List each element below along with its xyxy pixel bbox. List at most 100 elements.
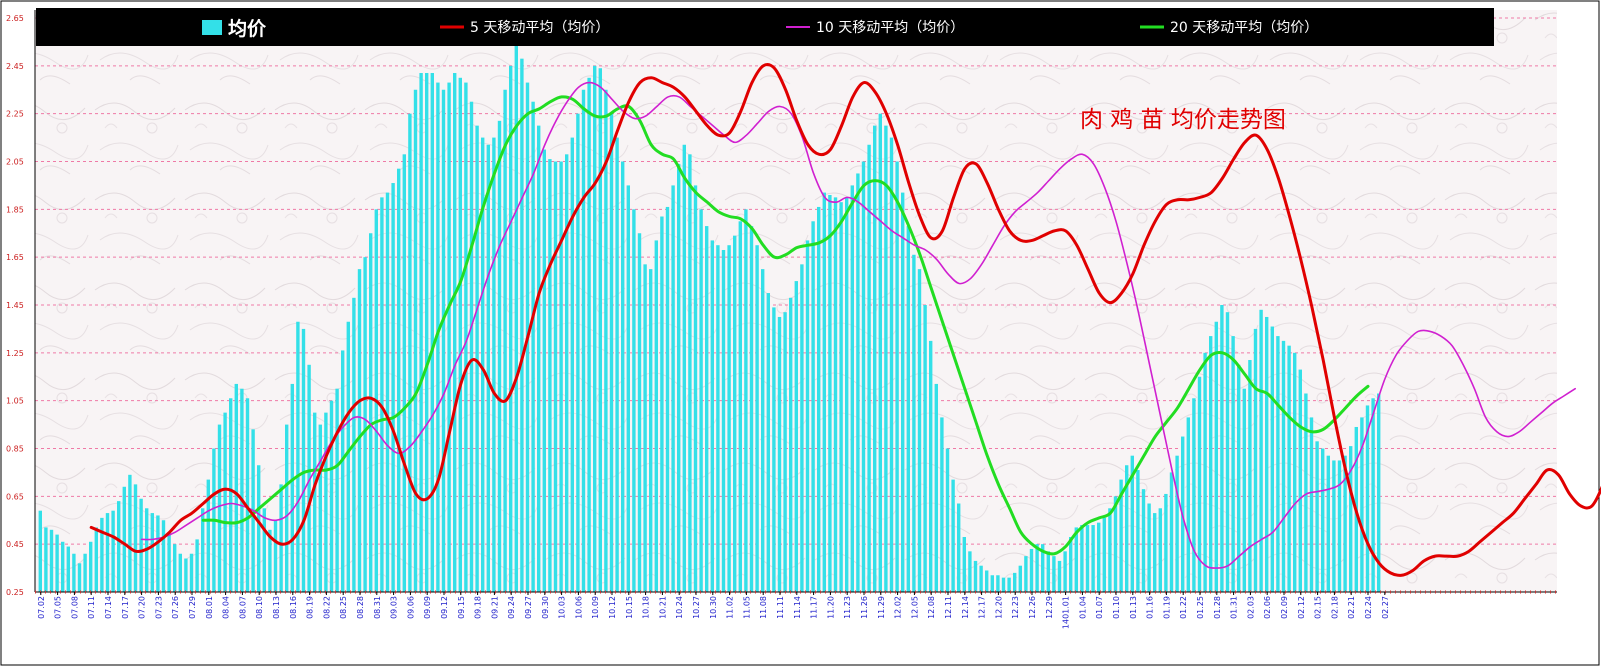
bar — [856, 173, 860, 593]
bar — [626, 185, 630, 592]
bar — [195, 539, 199, 592]
x-tick-label: 08.04 — [222, 596, 231, 619]
x-tick-label: 10.21 — [658, 596, 667, 619]
bar — [940, 417, 944, 592]
x-tick-label: 01.22 — [1179, 596, 1188, 619]
bar — [83, 553, 87, 592]
bar — [385, 192, 390, 592]
bar — [1304, 393, 1308, 592]
x-tick-label: 1401.01 — [1062, 596, 1071, 629]
x-tick-label: 11.23 — [843, 596, 852, 619]
bar — [520, 58, 524, 593]
x-tick-label: 11.11 — [776, 596, 785, 619]
bar — [548, 159, 552, 592]
x-tick-label: 07.20 — [138, 596, 147, 619]
bar — [44, 527, 48, 592]
bar — [234, 383, 238, 592]
bar — [1298, 369, 1302, 592]
bar — [1186, 417, 1190, 592]
bar — [794, 281, 798, 592]
bar — [1287, 345, 1291, 592]
legend-label-ma20: 20 天移动平均（均价） — [1170, 20, 1318, 36]
x-tick-label: 12.17 — [978, 596, 987, 619]
x-tick-label: 09.12 — [440, 596, 449, 619]
bar — [1225, 312, 1230, 592]
bar — [1377, 393, 1381, 592]
bar — [408, 113, 412, 593]
bar — [122, 486, 126, 592]
bar — [929, 340, 933, 592]
bar — [1074, 527, 1078, 592]
x-tick-label: 07.02 — [37, 596, 46, 619]
bar — [839, 202, 843, 593]
x-tick-label: 10.06 — [574, 596, 583, 619]
x-tick-label: 01.07 — [1095, 596, 1104, 619]
x-tick-label: 12.29 — [1045, 596, 1054, 619]
bar — [1063, 551, 1067, 592]
y-tick-label: 1.45 — [6, 301, 24, 310]
bar — [632, 209, 636, 593]
bar — [458, 77, 462, 592]
bar — [1321, 448, 1325, 592]
x-tick-label: 12.08 — [927, 596, 936, 619]
bar — [167, 532, 171, 592]
bar — [240, 388, 244, 592]
x-tick-label: 09.15 — [457, 596, 466, 619]
x-tick-label: 07.29 — [188, 596, 197, 619]
bar — [206, 479, 210, 592]
y-tick-label: 2.25 — [6, 110, 24, 119]
bar — [1035, 544, 1039, 592]
bar — [688, 154, 692, 592]
bar — [867, 144, 871, 592]
bar — [945, 448, 950, 592]
x-tick-label: 12.20 — [994, 596, 1003, 619]
bar — [94, 527, 98, 592]
bar — [178, 553, 182, 592]
x-tick-label: 10.03 — [558, 596, 567, 619]
x-tick-label: 12.05 — [910, 596, 919, 619]
bar — [889, 137, 894, 593]
bar — [301, 328, 306, 592]
y-tick-label: 0.45 — [6, 540, 24, 549]
x-tick-label: 10.30 — [709, 596, 718, 619]
bar — [1259, 309, 1263, 592]
bar — [380, 197, 384, 592]
x-tick-label: 09.18 — [474, 596, 483, 619]
x-tick-label: 01.25 — [1196, 596, 1205, 619]
bar — [749, 226, 754, 592]
bar — [150, 513, 154, 592]
x-tick-label: 09.03 — [390, 596, 399, 619]
bar — [257, 465, 261, 592]
bar — [318, 424, 322, 592]
legend-label-ma10: 10 天移动平均（均价） — [816, 20, 964, 36]
bar — [1365, 405, 1370, 592]
bar — [973, 560, 978, 592]
x-tick-label: 12.14 — [961, 596, 970, 619]
bar — [1007, 577, 1011, 592]
bar — [553, 161, 558, 592]
bar — [1343, 455, 1347, 592]
x-tick-label: 07.26 — [171, 596, 180, 619]
bar — [957, 503, 961, 592]
bar — [923, 305, 927, 592]
bar — [509, 65, 513, 593]
x-tick-label: 09.24 — [507, 596, 516, 619]
bar — [833, 197, 838, 592]
bar — [335, 388, 339, 592]
x-tick-label: 01.04 — [1078, 596, 1087, 619]
bar — [621, 161, 625, 592]
bar — [173, 544, 177, 592]
x-tick-label: 02.18 — [1330, 596, 1339, 619]
bar — [1326, 455, 1330, 592]
legend-background — [36, 8, 1494, 46]
bar — [531, 101, 535, 592]
x-tick-label: 02.21 — [1347, 596, 1356, 619]
bar — [481, 137, 485, 593]
bar — [245, 398, 250, 592]
bar — [1164, 493, 1168, 592]
ma10-line — [140, 81, 1576, 569]
bar — [990, 575, 994, 592]
y-tick-label: 1.05 — [6, 397, 24, 406]
bar — [615, 137, 619, 593]
